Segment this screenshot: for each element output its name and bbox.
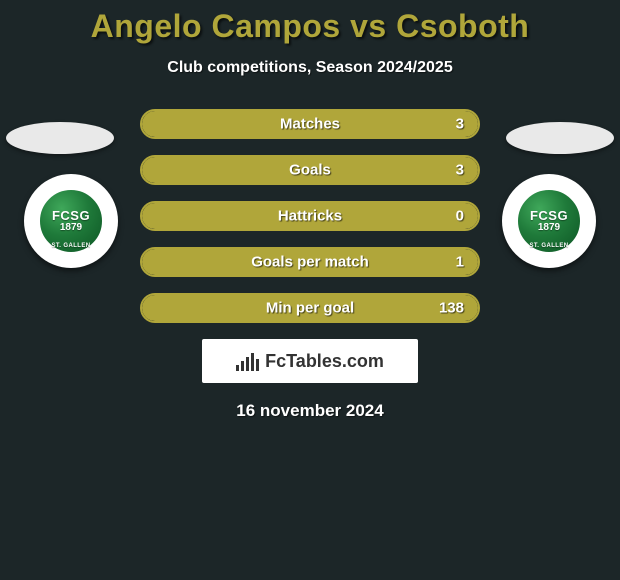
stat-label: Hattricks: [278, 208, 342, 225]
stat-left-fill: [142, 157, 155, 183]
stat-row: Goals 3: [140, 155, 480, 185]
page-title: Angelo Campos vs Csoboth: [0, 0, 620, 45]
stat-label: Min per goal: [266, 300, 354, 317]
footer-brand-text: FcTables.com: [265, 351, 384, 372]
stat-label: Matches: [280, 116, 340, 133]
stat-right-value: 3: [456, 162, 464, 179]
stat-left-fill: [142, 295, 155, 321]
bar-chart-icon: [236, 351, 259, 371]
stat-right-value: 138: [439, 300, 464, 317]
footer-brand[interactable]: FcTables.com: [202, 339, 418, 383]
stat-right-value: 1: [456, 254, 464, 271]
stat-label: Goals per match: [251, 254, 369, 271]
stat-row: Goals per match 1: [140, 247, 480, 277]
stat-right-value: 3: [456, 116, 464, 133]
subtitle: Club competitions, Season 2024/2025: [0, 59, 620, 77]
stat-label: Goals: [289, 162, 331, 179]
stat-row: Hattricks 0: [140, 201, 480, 231]
stat-row: Matches 3: [140, 109, 480, 139]
stat-right-value: 0: [456, 208, 464, 225]
stats-container: Matches 3 Goals 3 Hattricks 0 Goals per match 1…: [0, 109, 620, 323]
stat-row: Min per goal 138: [140, 293, 480, 323]
snapshot-date: 16 november 2024: [0, 401, 620, 421]
stat-left-fill: [142, 111, 155, 137]
stat-left-fill: [142, 249, 155, 275]
